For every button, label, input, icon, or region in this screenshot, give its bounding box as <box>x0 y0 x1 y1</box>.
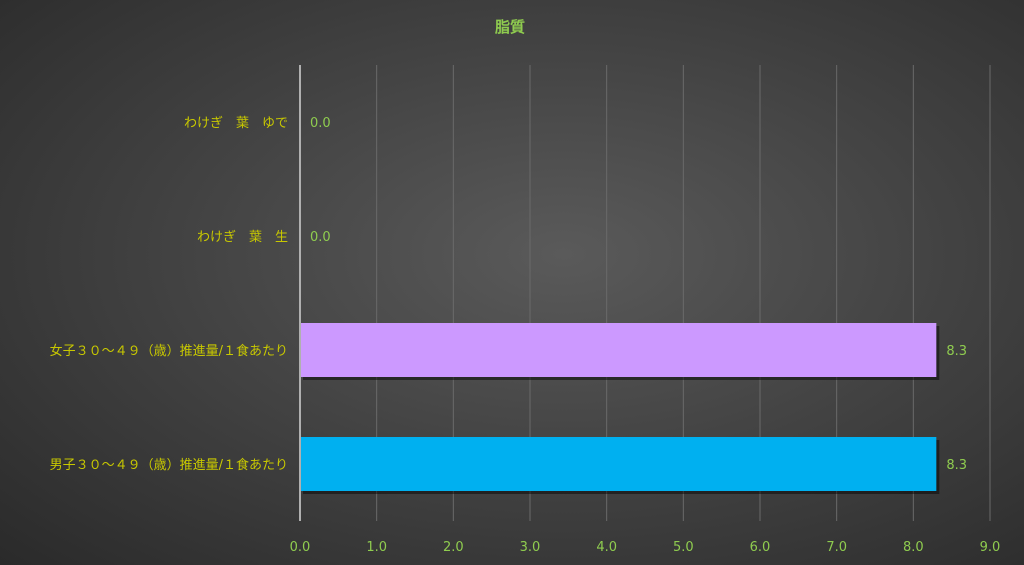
data-label: 0.0 <box>310 116 331 131</box>
bar <box>300 323 937 377</box>
x-tick-label: 0.0 <box>290 540 311 555</box>
bar <box>300 437 937 491</box>
x-tick-label: 2.0 <box>443 540 464 555</box>
category-label: 男子３０～４９（歳）推進量/１食あたり <box>50 457 288 473</box>
x-tick-label: 3.0 <box>520 540 541 555</box>
x-tick-label: 7.0 <box>826 540 847 555</box>
data-label: 8.3 <box>946 344 967 359</box>
x-tick-label: 5.0 <box>673 540 694 555</box>
x-tick-label: 6.0 <box>750 540 771 555</box>
category-label: 女子３０～４９（歳）推進量/１食あたり <box>50 343 288 359</box>
data-label: 0.0 <box>310 230 331 245</box>
x-tick-label: 9.0 <box>980 540 1001 555</box>
data-label: 8.3 <box>946 458 967 473</box>
x-tick-label: 8.0 <box>903 540 924 555</box>
x-tick-label: 1.0 <box>366 540 387 555</box>
x-tick-label: 4.0 <box>596 540 617 555</box>
category-label: わけぎ 葉 ゆで <box>184 116 288 131</box>
chart-title: 脂質 <box>495 18 525 36</box>
category-label: わけぎ 葉 生 <box>197 230 288 245</box>
